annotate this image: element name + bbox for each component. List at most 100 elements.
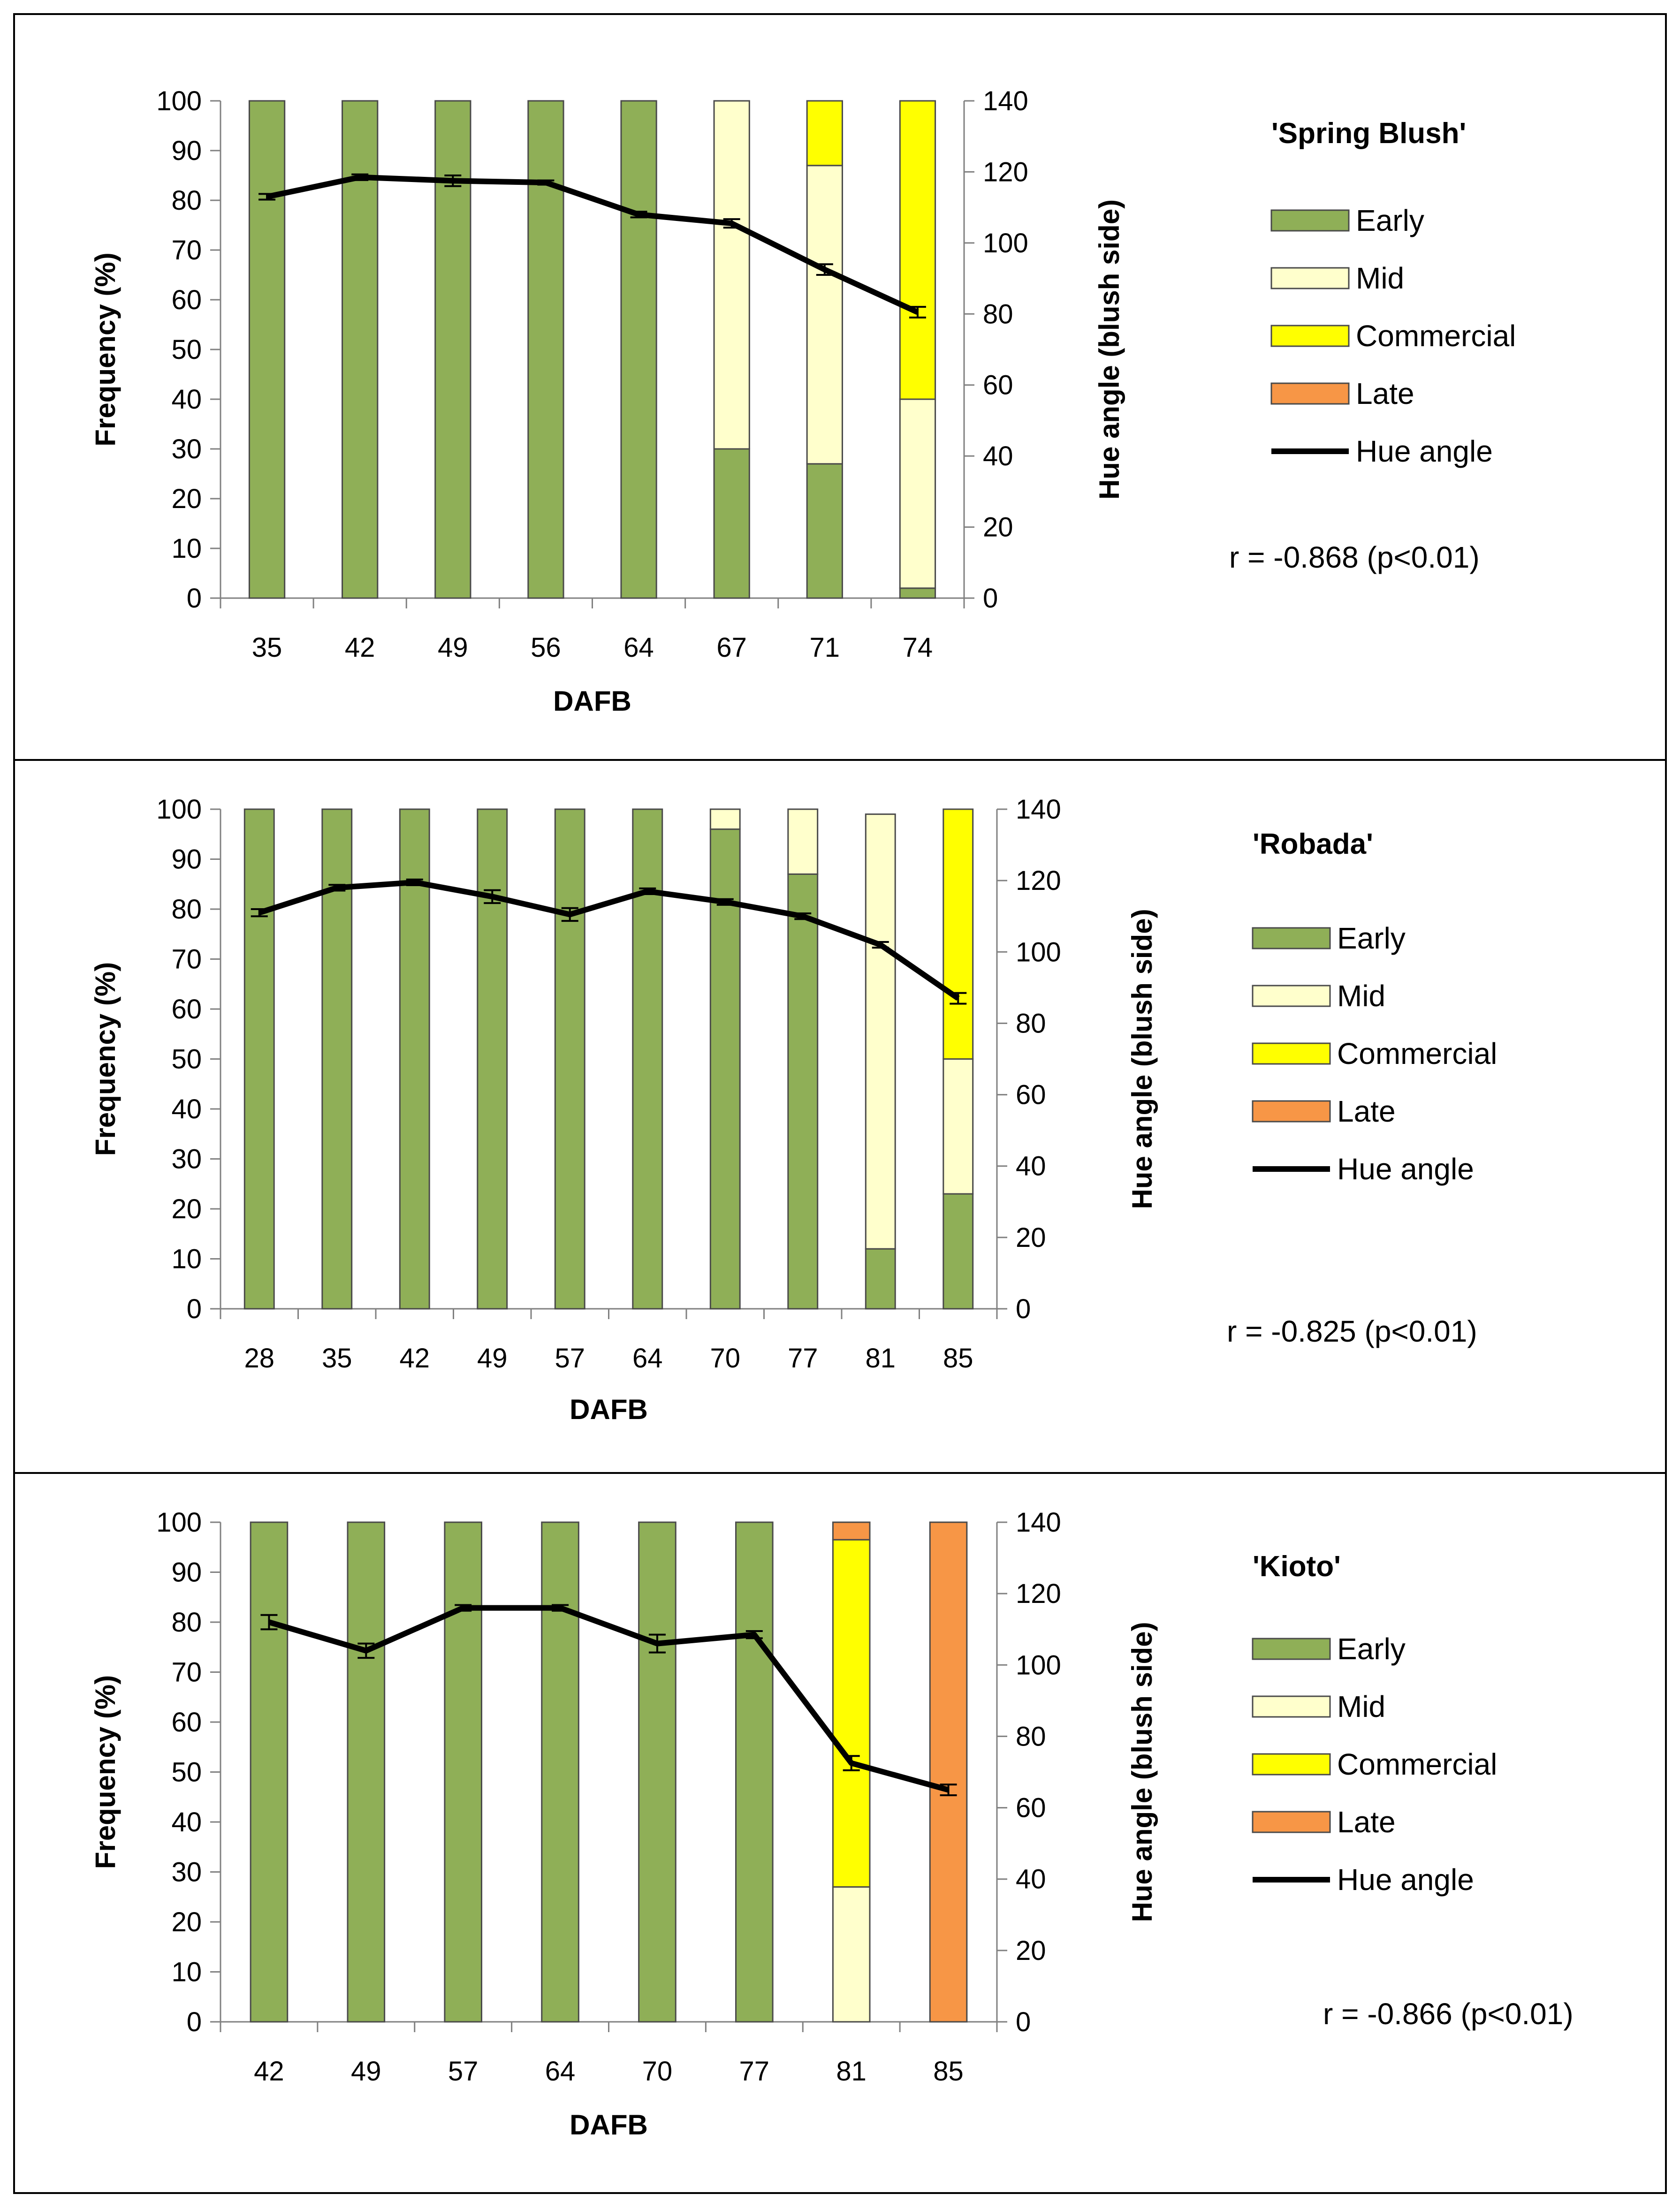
error-bar-77	[794, 912, 812, 920]
error-bar-71	[816, 263, 833, 276]
x-axis-title: DAFB	[570, 2109, 648, 2141]
y-tick-label: 70	[171, 235, 202, 266]
error-bar-85	[950, 992, 967, 1005]
y-tick-label: 20	[171, 1907, 202, 1937]
x-tick-label: 49	[477, 1343, 508, 1374]
bar-early-67	[713, 448, 750, 599]
x-tick-label: 42	[399, 1343, 430, 1374]
error-bar-42	[260, 1614, 278, 1631]
y2-tick-label: 80	[983, 299, 1013, 329]
x-tick-label: 42	[254, 2056, 284, 2087]
error-bar-64	[639, 887, 656, 896]
x-tick-label: 28	[244, 1343, 274, 1374]
bar-mid-77	[787, 808, 819, 875]
legend-swatch-mid	[1252, 1695, 1331, 1718]
figure-frame	[13, 13, 1667, 2194]
y-tick-label: 40	[171, 1807, 202, 1837]
bar-early-28	[243, 808, 275, 1310]
error-bar-35	[258, 193, 276, 201]
y2-tick-label: 100	[1016, 1650, 1061, 1680]
x-tick-label: 85	[943, 1343, 973, 1374]
y-tick-label: 30	[171, 434, 202, 464]
error-bar-42	[406, 878, 423, 887]
legend: Early Mid Commercial Late Hue angle	[1270, 204, 1516, 468]
legend-swatch-mid	[1270, 267, 1350, 289]
bar-commercial-85	[943, 808, 974, 1060]
error-bar-57	[561, 907, 578, 922]
x-tick-label: 67	[716, 632, 747, 663]
bar-early-85	[943, 1193, 974, 1310]
y2-tick-label: 20	[983, 512, 1013, 543]
y-tick-label: 30	[171, 1857, 202, 1888]
y2-tick-label: 80	[1016, 1721, 1046, 1752]
bar-early-42	[250, 1521, 289, 2023]
error-bar-67	[723, 218, 740, 229]
x-tick-label: 81	[836, 2056, 867, 2087]
y2-axis-title: Hue angle (blush side)	[1126, 1622, 1158, 1922]
x-tick-label: 57	[555, 1343, 585, 1374]
correlation-annotation: r = -0.825 (p<0.01)	[1227, 1314, 1477, 1348]
x-tick-label: 70	[642, 2056, 673, 2087]
x-tick-label: 64	[545, 2056, 576, 2087]
y2-tick-label: 140	[1016, 1507, 1061, 1538]
bar-early-64	[620, 100, 657, 599]
y-axis-title: Frequency (%)	[90, 252, 121, 446]
bar-commercial-74	[899, 100, 936, 400]
error-bar-35	[328, 884, 346, 892]
bar-mid-85	[943, 1058, 974, 1195]
y2-tick-label: 60	[1016, 1793, 1046, 1823]
bar-early-81	[865, 1248, 896, 1310]
legend-swatch-late	[1252, 1811, 1331, 1833]
legend-label: Commercial	[1356, 319, 1516, 353]
x-tick-label: 42	[345, 632, 375, 663]
y2-tick-label: 140	[983, 86, 1028, 116]
bar-commercial-71	[806, 100, 843, 167]
bar-mid-81	[865, 813, 896, 1250]
y2-tick-label: 120	[1016, 865, 1061, 896]
error-bar-81	[843, 1755, 860, 1771]
correlation-annotation: r = -0.868 (p<0.01)	[1229, 540, 1480, 574]
y2-tick-label: 40	[1016, 1151, 1046, 1182]
error-bar-85	[940, 1784, 957, 1796]
x-tick-label: 35	[322, 1343, 352, 1374]
x-tick-label: 77	[788, 1343, 818, 1374]
y-tick-label: 90	[171, 1557, 202, 1588]
bar-early-49	[347, 1521, 386, 2023]
error-bar-49	[484, 889, 501, 904]
y-tick-label: 80	[171, 894, 202, 925]
y-tick-label: 10	[171, 533, 202, 564]
bar-early-77	[735, 1521, 774, 2023]
legend-label: Late	[1337, 1094, 1396, 1128]
legend-label: Mid	[1337, 1690, 1385, 1723]
error-bar-74	[909, 306, 926, 319]
legend-label: Early	[1356, 204, 1424, 237]
y-tick-label: 50	[171, 1757, 202, 1788]
hue-angle-line	[266, 174, 919, 315]
error-bar-49	[444, 175, 462, 187]
bar-mid-81	[832, 1886, 871, 2023]
y-tick-label: 10	[171, 1244, 202, 1275]
bar-early-49	[477, 808, 508, 1310]
x-tick-label: 70	[710, 1343, 740, 1374]
y2-tick-label: 140	[1016, 794, 1061, 825]
legend-label: Early	[1337, 1632, 1406, 1666]
y2-tick-label: 0	[1016, 2007, 1031, 2037]
y-tick-label: 40	[171, 1094, 202, 1124]
y-tick-label: 70	[171, 1657, 202, 1688]
y-tick-label: 0	[187, 1294, 202, 1324]
bar-late-85	[929, 1521, 968, 2023]
y-tick-label: 60	[171, 285, 202, 315]
y2-tick-label: 20	[1016, 1222, 1046, 1253]
x-tick-label: 74	[903, 632, 933, 663]
legend-label: Commercial	[1337, 1037, 1497, 1070]
y2-tick-label: 20	[1016, 1936, 1046, 1966]
panel-title: 'Kioto'	[1253, 1550, 1341, 1583]
legend-swatch-late	[1252, 1100, 1331, 1123]
x-tick-label: 85	[933, 2056, 964, 2087]
bar-early-74	[899, 587, 936, 599]
legend-swatch-early	[1252, 1638, 1331, 1660]
panel-title: 'Robada'	[1253, 828, 1373, 860]
bar-mid-67	[713, 100, 750, 450]
y-tick-label: 50	[171, 334, 202, 365]
